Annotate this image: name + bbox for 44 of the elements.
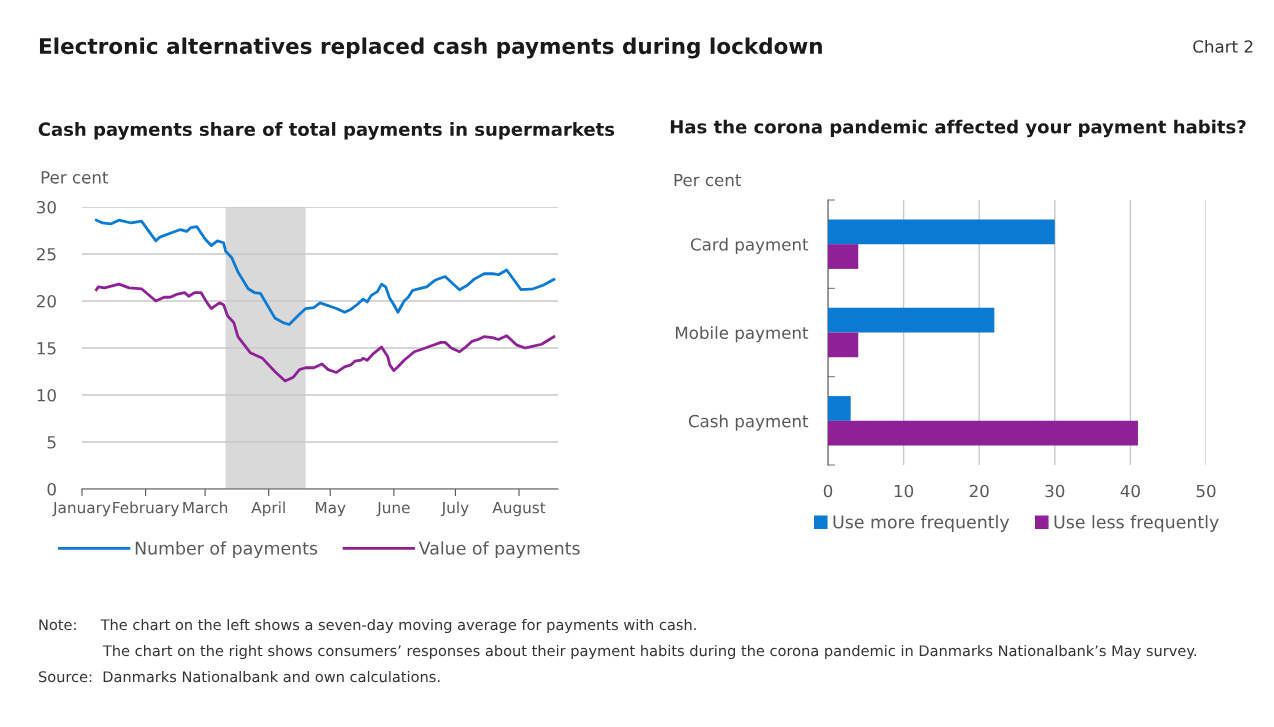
y-tick-label: 15 <box>37 342 56 355</box>
bar <box>828 219 1055 245</box>
legend-label: Use less frequently <box>1054 515 1219 532</box>
chart-title: Has the corona pandemic affected your payment habits? <box>670 119 1246 138</box>
x-tick-label: 40 <box>1120 484 1140 498</box>
y-tick-label: Card payment <box>690 237 809 254</box>
x-tick-label: August <box>492 501 546 517</box>
x-tick-label: 10 <box>894 484 914 498</box>
text: Chart 2 <box>1193 39 1253 53</box>
bar <box>828 244 859 269</box>
chart-title: Cash payments share of total payments in supermarkets <box>38 122 615 140</box>
legend-label: Value of payments <box>418 541 580 559</box>
x-tick-label: 0 <box>823 484 833 498</box>
source-note: Source: Danmarks Nationalbank and own calculations. <box>38 670 440 683</box>
legend-label: Use more frequently <box>833 515 1010 532</box>
text: Electronic alternatives replaced cash payments during lockdown <box>39 37 822 59</box>
x-tick-label: April <box>251 501 285 517</box>
y-tick-label: 5 <box>47 436 56 449</box>
text: The chart on the right shows consumers’ responses about their payment habits during the corona pandemic in Danmarks Nationalbank’s May survey. <box>102 644 1196 660</box>
y-tick-label: 25 <box>37 247 56 261</box>
bar <box>828 420 1138 446</box>
bar <box>828 307 995 333</box>
bar <box>828 396 851 421</box>
y-tick-label: Mobile payment <box>675 326 809 343</box>
bar <box>828 332 859 358</box>
line-series <box>94 282 556 383</box>
x-tick-label: March <box>183 501 228 514</box>
y-tick-label: 30 <box>37 200 56 214</box>
x-tick-label: February <box>113 501 179 517</box>
x-tick-label: 30 <box>1045 484 1065 498</box>
y-tick-label: 10 <box>37 388 56 402</box>
x-tick-label: July <box>440 501 469 517</box>
y-tick-label: Cash payment <box>688 414 809 431</box>
text: Note: The chart on the left shows a seven-day moving average for payments with cash. <box>39 618 696 634</box>
x-tick-label: 50 <box>1196 484 1216 498</box>
y-tick-label: 20 <box>37 294 56 308</box>
x-tick-label: January <box>52 501 111 517</box>
x-tick-label: 20 <box>969 484 989 498</box>
x-tick-label: May <box>315 501 346 517</box>
x-axis-title: Per cent <box>674 173 741 187</box>
x-tick-label: June <box>376 501 410 517</box>
line-series <box>94 218 556 326</box>
legend-label: Number of payments <box>135 541 318 559</box>
y-axis-title: Per cent <box>41 171 109 184</box>
